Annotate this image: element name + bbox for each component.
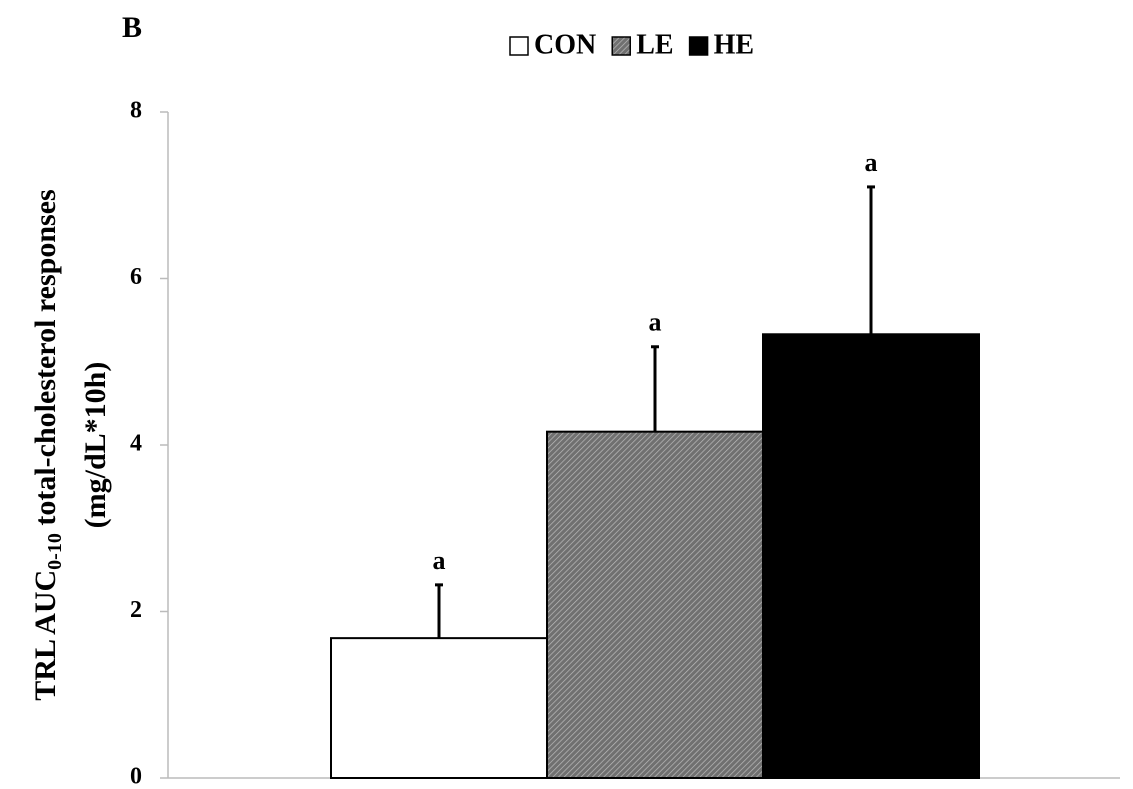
y-label-main: TRL AUC [29,570,62,701]
y-label-sub: 0-10 [44,533,66,570]
error-bar [435,583,443,639]
error-bar [867,185,875,335]
y-label-rest: total-cholesterol responses [29,189,62,533]
y-tick-label: 6 [130,264,142,290]
legend-swatch [611,36,631,56]
bar [762,333,980,779]
y-tick-label: 0 [130,764,142,789]
y-tick-label: 8 [130,98,142,124]
y-tick-label: 2 [130,597,142,623]
significance-label: a [865,148,878,177]
legend-label: HE [714,29,754,60]
legend-swatch [509,36,529,56]
panel-label: B [122,11,142,44]
error-bar [651,345,659,432]
bar [330,637,548,780]
legend-label: LE [636,29,673,60]
significance-label: a [433,546,446,575]
y-axis-label-line2: (mg/dL*10h) [79,362,112,529]
bar [546,430,764,779]
legend-swatch [688,36,709,56]
legend-label: CON [534,29,596,60]
y-tick-label: 4 [130,431,142,457]
significance-label: a [649,308,662,337]
y-axis-label: TRL AUC0-10 total-cholesterol responses [29,189,66,700]
